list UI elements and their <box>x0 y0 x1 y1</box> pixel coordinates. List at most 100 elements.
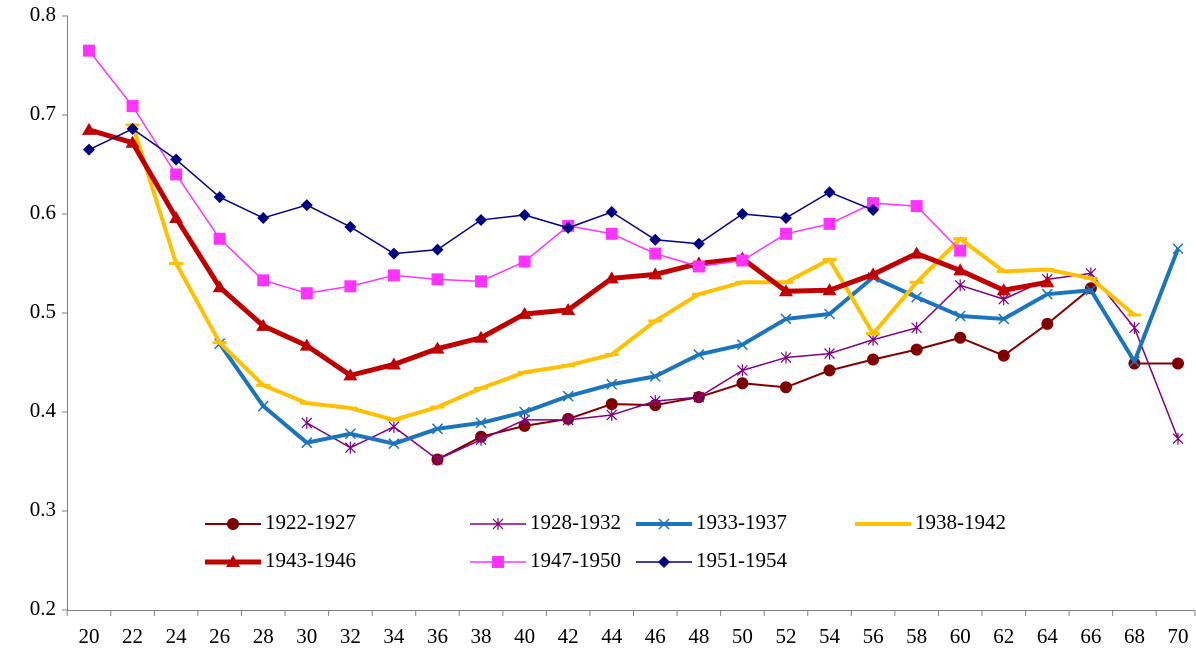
marker-shape <box>866 267 881 280</box>
marker <box>911 321 923 334</box>
marker <box>736 377 749 390</box>
marker-shape <box>997 349 1010 362</box>
marker <box>226 555 240 567</box>
marker <box>83 143 95 156</box>
marker <box>227 518 239 530</box>
marker <box>1085 284 1097 296</box>
legend-entry: 1951-1954 <box>636 548 787 572</box>
marker-shape <box>824 347 835 360</box>
marker <box>475 417 487 429</box>
marker-shape <box>344 220 357 233</box>
marker <box>562 390 574 402</box>
marker-shape <box>605 227 618 240</box>
marker <box>475 213 488 226</box>
marker-shape <box>867 197 880 210</box>
marker <box>170 168 183 181</box>
marker <box>301 416 313 429</box>
marker <box>1172 357 1184 370</box>
series-line <box>130 124 1136 422</box>
marker <box>954 331 967 344</box>
marker <box>300 199 313 212</box>
legend-label: 1938-1942 <box>915 510 1006 534</box>
marker <box>519 406 531 418</box>
marker <box>474 330 489 343</box>
marker <box>475 433 487 446</box>
marker-shape <box>343 368 358 381</box>
marker-shape <box>605 398 618 411</box>
marker-shape <box>387 269 400 282</box>
marker-shape <box>779 211 792 224</box>
marker <box>953 263 968 276</box>
marker-shape <box>996 283 1011 296</box>
marker-shape <box>518 208 531 221</box>
marker <box>605 206 618 219</box>
marker-shape <box>736 208 749 220</box>
marker-shape <box>1041 288 1053 300</box>
marker-shape <box>658 556 670 568</box>
marker <box>1041 317 1054 330</box>
marker <box>997 349 1010 362</box>
marker <box>431 243 444 256</box>
x-tick-label: 36 <box>427 624 448 648</box>
marker <box>126 122 139 135</box>
x-tick-label: 20 <box>79 624 100 648</box>
marker <box>693 391 705 404</box>
marker-shape <box>344 441 356 454</box>
marker <box>911 291 923 303</box>
marker <box>1172 432 1184 445</box>
marker-shape <box>431 243 444 256</box>
marker-shape <box>344 428 356 440</box>
marker-shape <box>82 122 96 135</box>
marker <box>649 395 661 408</box>
marker-shape <box>823 364 836 377</box>
marker-shape <box>299 338 314 351</box>
marker <box>954 244 967 257</box>
marker-shape <box>1041 317 1054 330</box>
x-tick-label: 70 <box>1168 624 1189 648</box>
marker-shape <box>475 275 488 288</box>
marker-shape <box>954 331 967 344</box>
marker-shape <box>1129 321 1140 334</box>
x-tick-label: 52 <box>775 624 796 648</box>
marker <box>910 343 923 356</box>
marker-shape <box>475 213 488 226</box>
marker-shape <box>1172 432 1184 445</box>
marker-shape <box>779 227 792 240</box>
marker-shape <box>517 306 532 319</box>
legend-label: 1928-1932 <box>530 510 621 534</box>
marker <box>658 518 670 530</box>
marker-shape <box>562 390 574 402</box>
marker <box>867 197 880 210</box>
marker <box>822 283 837 296</box>
marker-shape <box>910 200 923 213</box>
marker-shape <box>227 518 239 530</box>
marker <box>692 260 705 273</box>
x-tick-label: 50 <box>732 624 753 648</box>
marker-shape <box>909 246 924 259</box>
y-tick-label: 0.2 <box>30 596 56 620</box>
marker-shape <box>998 313 1010 325</box>
marker <box>658 556 670 568</box>
marker-shape <box>606 408 618 421</box>
y-tick-label: 0.6 <box>30 200 56 224</box>
marker-shape <box>431 273 444 286</box>
marker <box>257 211 270 224</box>
marker <box>998 313 1010 325</box>
marker <box>1128 355 1140 368</box>
marker <box>605 398 618 411</box>
marker <box>779 227 792 240</box>
marker-shape <box>649 247 662 260</box>
marker-shape <box>954 244 967 257</box>
marker <box>126 100 139 113</box>
marker <box>386 357 401 370</box>
marker <box>909 246 924 259</box>
x-tick-label: 42 <box>558 624 579 648</box>
marker <box>519 413 531 426</box>
marker <box>1040 275 1055 288</box>
marker <box>387 247 400 260</box>
marker-shape <box>822 283 837 296</box>
x-tick-label: 62 <box>993 624 1014 648</box>
marker-shape <box>910 343 923 356</box>
marker <box>125 135 140 148</box>
marker <box>518 208 531 221</box>
